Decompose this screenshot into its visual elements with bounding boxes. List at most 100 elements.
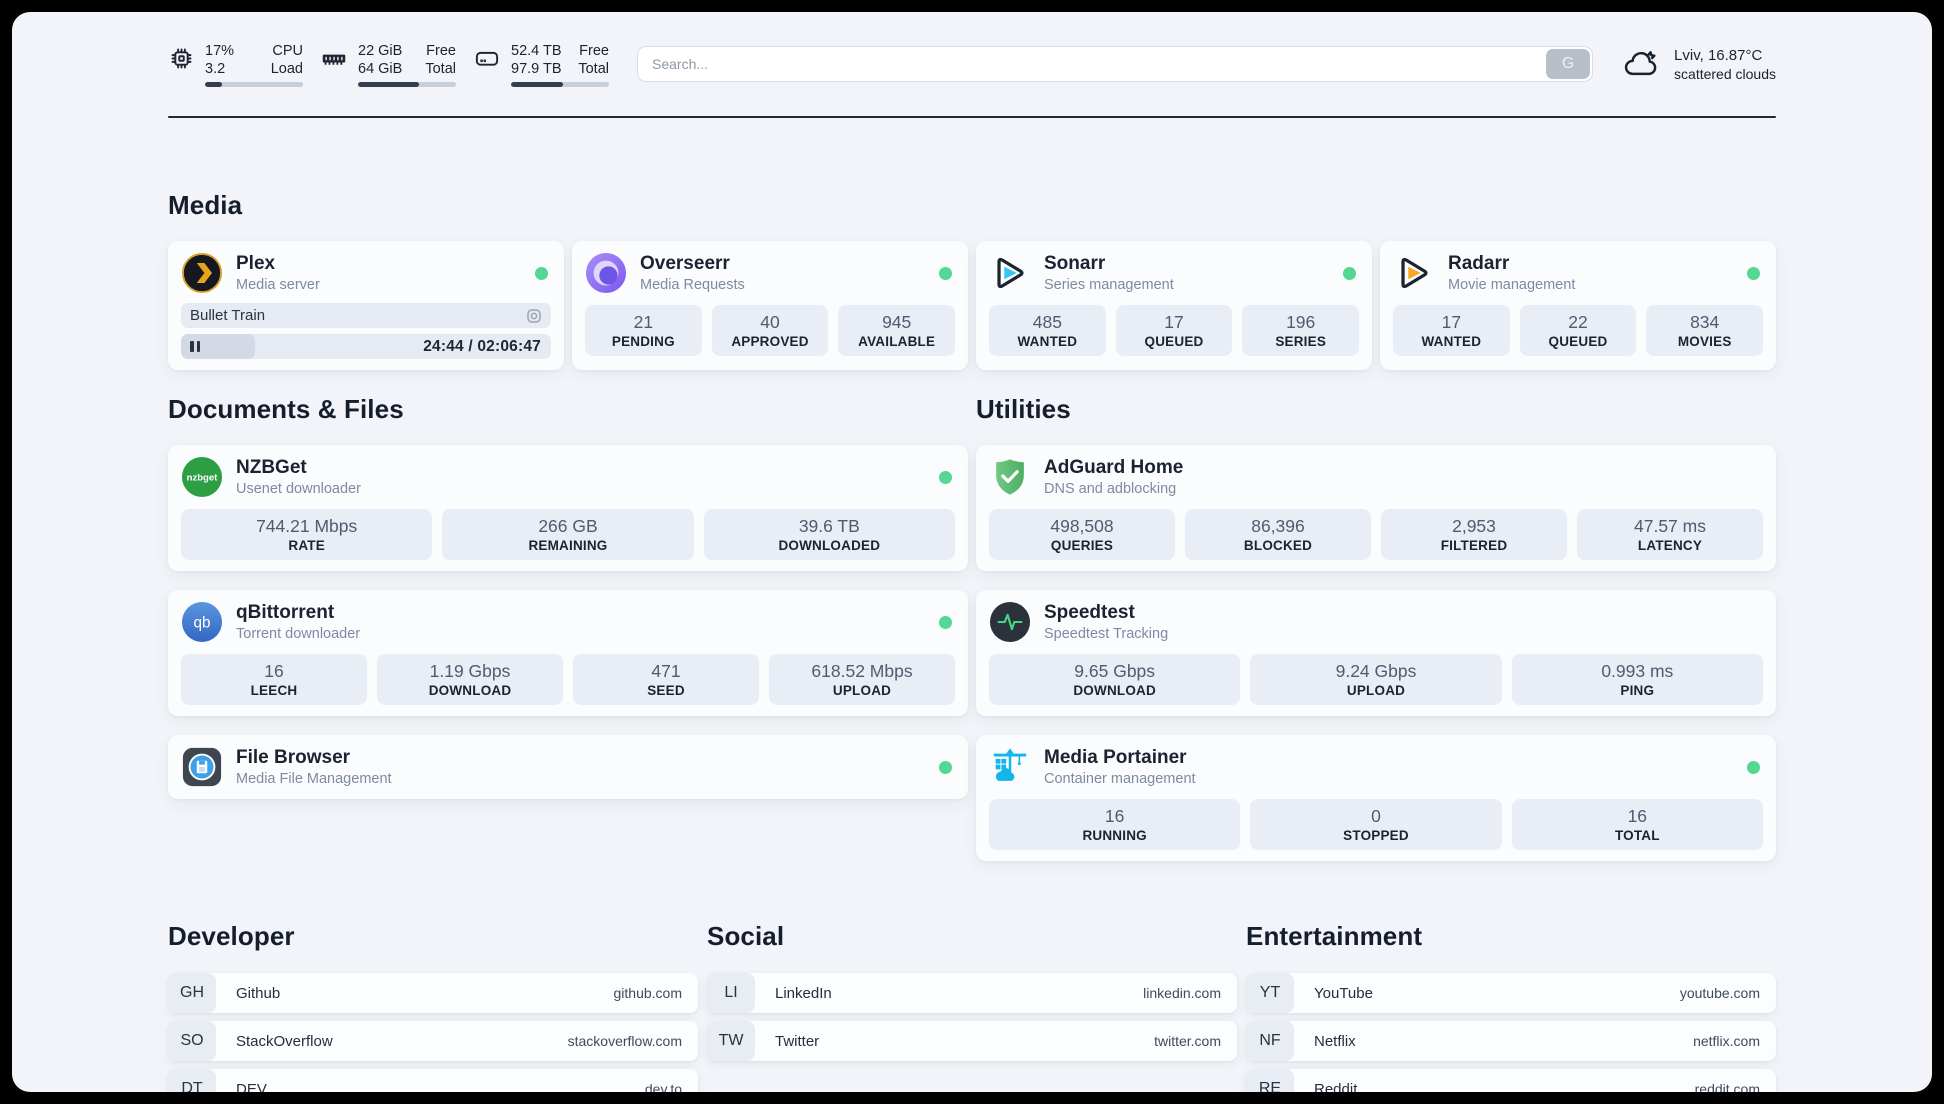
sonarr-card[interactable]: Sonarr Series management 485 WANTED 17 QUE…: [976, 241, 1372, 370]
section-title-documents: Documents & Files: [168, 394, 404, 424]
status-dot: [939, 760, 952, 774]
stat-pending: 21 PENDING: [585, 305, 702, 356]
weather-cloud-icon: [1624, 51, 1657, 76]
bookmark-stackoverflow[interactable]: SO StackOverflow stackoverflow.com: [168, 1021, 698, 1061]
section-title-utilities: Utilities: [976, 394, 1071, 424]
stat-queued: 17 QUEUED: [1115, 305, 1233, 356]
cpu-progress-bar: [205, 81, 303, 87]
bookmark-github[interactable]: GH Github github.com: [168, 973, 698, 1013]
social-column: Social LI LinkedIn linkedin.com TW Twitt…: [707, 921, 1237, 1069]
disk-total: 97.9 TB: [511, 60, 562, 77]
app-subtitle: Media server: [236, 277, 320, 293]
app-name: AdGuard Home: [1044, 457, 1184, 478]
qbittorrent-card[interactable]: qb qBittorrent Torrent downloader 16 LEEC…: [168, 590, 968, 716]
app-name: qBittorrent: [236, 602, 335, 623]
sonarr-icon: [997, 257, 1024, 289]
bookmark-badge: DT: [168, 1069, 216, 1092]
speedtest-icon: [989, 601, 1031, 643]
disk-total-label: Total: [578, 60, 609, 77]
stat-queued: 22 QUEUED: [1519, 305, 1637, 356]
cpu-label: CPU: [272, 42, 303, 59]
weather-widget: Lviv, 16.87°C scattered clouds: [1621, 46, 1776, 83]
bookmark-badge: TW: [707, 1021, 755, 1061]
overseerr-card[interactable]: Overseerr Media Requests 21 PENDING 40 APP…: [572, 241, 968, 370]
stat-ping: 0.993 ms PING: [1511, 654, 1763, 705]
adguard-icon: [996, 459, 1024, 495]
ram-total: 64 GiB: [358, 60, 403, 77]
portainer-card[interactable]: Media Portainer Container management 16 R…: [976, 735, 1776, 861]
top-bar: 17% CPU 3.2 Load 22 GiB Free 64 GiB Total: [168, 42, 1776, 87]
disk-free: 52.4 TB: [511, 42, 562, 59]
stat-queries: 498,508 QUERIES: [989, 509, 1175, 560]
disk-metric: 52.4 TB Free 97.9 TB Total: [473, 42, 609, 87]
search-bar: G: [637, 46, 1594, 82]
bookmark-netflix[interactable]: NF Netflix netflix.com: [1246, 1021, 1776, 1061]
plex-card[interactable]: Plex Media server Bullet Train 24:44 / 0…: [168, 241, 564, 370]
bookmark-badge: YT: [1246, 973, 1294, 1013]
adguard-card[interactable]: AdGuard Home DNS and adblocking 498,508 Q…: [976, 445, 1776, 571]
app-subtitle: Torrent downloader: [236, 626, 361, 642]
stat-leech: 16 LEECH: [181, 654, 367, 705]
header-divider: [168, 116, 1776, 118]
app-subtitle: Movie management: [1448, 277, 1576, 293]
radarr-card[interactable]: Radarr Movie management 17 WANTED 22 QUEUE…: [1380, 241, 1776, 370]
radarr-icon: [1401, 257, 1428, 289]
entertainment-column: Entertainment YT YouTube youtube.com NF …: [1246, 921, 1776, 1092]
playback-seek-bar[interactable]: 24:44 / 02:06:47: [181, 334, 551, 359]
app-name: Plex: [236, 253, 276, 274]
stat-download: 9.65 Gbps DOWNLOAD: [989, 654, 1241, 705]
cast-icon[interactable]: [526, 308, 542, 324]
playback-time: 24:44 / 02:06:47: [423, 338, 541, 355]
app-subtitle: Series management: [1044, 277, 1174, 293]
app-subtitle: DNS and adblocking: [1044, 481, 1177, 497]
app-subtitle: Container management: [1044, 771, 1196, 787]
pause-button[interactable]: [190, 334, 200, 359]
filebrowser-card[interactable]: File Browser Media File Management: [168, 735, 968, 799]
bookmark-dev[interactable]: DT DEV dev.to: [168, 1069, 698, 1092]
memory-icon: [322, 54, 346, 65]
app-subtitle: Usenet downloader: [236, 481, 361, 497]
app-subtitle: Media Requests: [640, 277, 745, 293]
status-dot: [939, 470, 952, 484]
bookmark-twitter[interactable]: TW Twitter twitter.com: [707, 1021, 1237, 1061]
ram-free-label: Free: [426, 42, 456, 59]
bookmark-badge: RE: [1246, 1069, 1294, 1092]
bookmark-reddit[interactable]: RE Reddit reddit.com: [1246, 1069, 1776, 1092]
weather-location-temp: Lviv, 16.87°C: [1674, 46, 1763, 64]
search-input[interactable]: [637, 46, 1594, 82]
speedtest-card[interactable]: Speedtest Speedtest Tracking 9.65 Gbps DO…: [976, 590, 1776, 716]
section-title-entertainment: Entertainment: [1246, 921, 1423, 951]
bookmark-youtube[interactable]: YT YouTube youtube.com: [1246, 973, 1776, 1013]
memory-metric: 22 GiB Free 64 GiB Total: [320, 42, 456, 87]
app-subtitle: Speedtest Tracking: [1044, 626, 1169, 642]
status-dot: [939, 266, 952, 280]
bookmark-linkedin[interactable]: LI LinkedIn linkedin.com: [707, 973, 1237, 1013]
cpu-icon: [171, 48, 192, 68]
section-title-media: Media: [168, 190, 243, 220]
dashboard-page: 17% CPU 3.2 Load 22 GiB Free 64 GiB Total: [12, 12, 1932, 1092]
app-name: NZBGet: [236, 457, 307, 478]
system-metrics: 17% CPU 3.2 Load 22 GiB Free 64 GiB Total: [168, 42, 609, 87]
stat-upload: 618.52 Mbps UPLOAD: [769, 654, 955, 705]
stat-blocked: 86,396 BLOCKED: [1185, 509, 1371, 560]
filebrowser-icon: [182, 747, 222, 787]
stat-series: 196 SERIES: [1242, 305, 1360, 356]
weather-condition: scattered clouds: [1674, 65, 1776, 82]
app-name: File Browser: [236, 747, 351, 768]
status-dot: [939, 615, 952, 629]
app-name: Media Portainer: [1044, 747, 1187, 768]
bookmark-badge: NF: [1246, 1021, 1294, 1061]
section-title-social: Social: [707, 921, 785, 951]
stat-total: 16 TOTAL: [1511, 799, 1763, 850]
status-dot: [1747, 266, 1760, 280]
stat-available: 945 AVAILABLE: [838, 305, 956, 356]
stat-rate: 744.21 Mbps RATE: [181, 509, 433, 560]
status-dot: [1747, 760, 1760, 774]
svg-text:nzbget: nzbget: [187, 472, 219, 483]
app-subtitle: Media File Management: [236, 771, 392, 787]
stat-downloaded: 39.6 TB DOWNLOADED: [703, 509, 955, 560]
nzbget-card[interactable]: nzbget NZBGet Usenet downloader 744.21 M…: [168, 445, 968, 571]
search-engine-button[interactable]: G: [1546, 49, 1591, 79]
disk-free-label: Free: [579, 42, 609, 59]
disk-icon: [475, 51, 499, 66]
